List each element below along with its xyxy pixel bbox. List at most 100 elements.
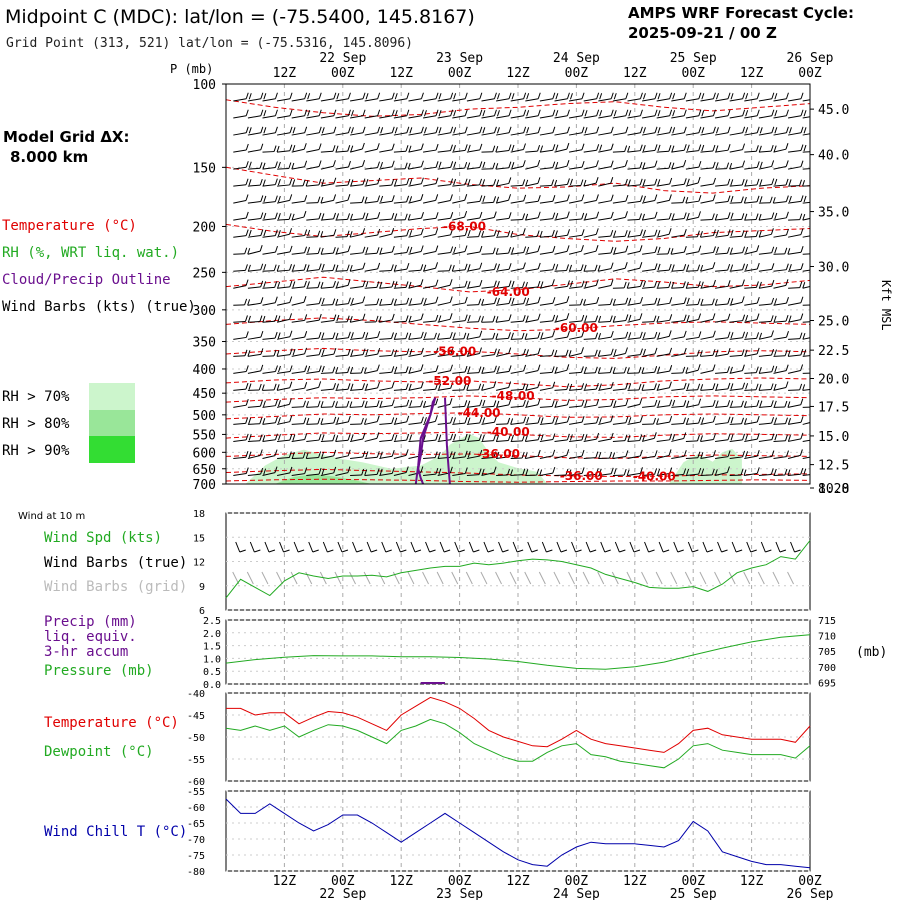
wind-barb-flag — [317, 417, 321, 425]
wind-barb-flag — [349, 316, 353, 323]
wind-barb — [773, 228, 789, 238]
wind-barb-shaft — [437, 166, 451, 170]
wind-barb-shaft — [758, 389, 772, 391]
wind-barb-flag — [625, 245, 629, 252]
wind-barb-shaft — [481, 132, 495, 136]
wind-barb-flag — [248, 434, 252, 441]
surface-wind-barb — [670, 541, 684, 585]
wind-barb-shaft — [393, 201, 407, 204]
wind-barb-flag — [654, 92, 658, 99]
top-hour-label: 00Z — [565, 66, 589, 81]
wind-barb — [495, 194, 512, 204]
wind-barb-shaft — [729, 149, 743, 153]
wind-barb — [671, 144, 690, 153]
wind-barb — [408, 381, 424, 391]
wind-barb-shaft — [583, 182, 597, 187]
wind-barb-flag — [347, 109, 351, 116]
wind-barb-flag — [479, 245, 483, 253]
wind-barb — [700, 213, 718, 221]
wind-barb-shaft — [510, 115, 524, 119]
wind-barb-shaft — [393, 150, 407, 153]
wind-barb — [423, 279, 439, 289]
wind-barb-shaft — [539, 355, 552, 357]
wind-barb — [320, 298, 339, 306]
wind-barb-flag — [759, 332, 763, 340]
wind-barb — [247, 348, 264, 357]
wind-barb — [452, 450, 471, 459]
wind-barb — [364, 364, 380, 374]
wind-barb — [510, 126, 530, 136]
wind-barb — [452, 365, 471, 374]
wind-barb-shaft — [379, 337, 392, 340]
wind-barb-flag — [320, 401, 324, 408]
wind-barb — [554, 229, 570, 238]
wind-barb-flag — [510, 418, 514, 425]
wind-barb — [744, 347, 760, 357]
wind-barb — [393, 281, 412, 289]
wind-barb-flag — [800, 228, 804, 235]
wind-barb-shaft — [758, 371, 772, 374]
wind-barb-flag — [332, 247, 336, 254]
wind-barb-shaft — [773, 165, 787, 170]
wind-barb — [612, 450, 629, 459]
wind-barb-flag — [420, 126, 424, 133]
precip-label: Precip (mm) — [44, 614, 137, 630]
wind-barb — [773, 84, 777, 85]
temperature-contour-label: -52.00 — [428, 374, 471, 388]
wind-barb-flag — [570, 280, 573, 288]
wind-barb — [568, 347, 584, 357]
wind-barb — [671, 212, 690, 221]
wind-barb-flag — [597, 76, 599, 82]
wind-barb — [364, 247, 383, 255]
wind-barb-shaft — [379, 166, 393, 170]
wind-barb — [233, 331, 249, 340]
wind-barb-flag — [698, 92, 702, 99]
wind-barb-flag — [595, 315, 599, 322]
wind-barb-shaft — [423, 132, 437, 136]
wind-barb — [539, 449, 556, 459]
wind-barb — [335, 213, 354, 221]
wind-barb — [802, 185, 810, 187]
wind-barb-flag — [774, 212, 778, 220]
wind-barb-shaft — [276, 318, 290, 323]
wind-barb-flag — [581, 280, 585, 287]
wind-barb-shaft — [583, 388, 597, 391]
wind-barb-shaft — [408, 234, 422, 238]
y-tick-label: -75 — [187, 851, 205, 862]
top-hour-label: 12Z — [389, 66, 413, 81]
wind-barb — [481, 92, 500, 102]
wind-barb-flag — [304, 331, 308, 338]
wind-barb-shaft — [758, 150, 772, 153]
wind-barb — [627, 92, 646, 102]
wind-barb-shaft — [496, 115, 510, 119]
wind-barb-flag — [492, 315, 496, 322]
wind-barb-flag — [406, 246, 410, 253]
wind-barb-shaft — [247, 473, 261, 476]
wind-barb — [364, 262, 381, 272]
wind-barb-flag — [701, 417, 705, 424]
wind-barb-shaft — [364, 387, 378, 391]
wind-barb-shaft — [322, 541, 328, 553]
wind-barb-shaft — [393, 286, 407, 289]
wind-barb — [496, 144, 515, 153]
wind-barb-shaft — [364, 421, 378, 425]
wind-barb — [525, 126, 541, 136]
wind-barb — [642, 246, 661, 255]
wind-barb — [364, 126, 384, 136]
wind-barb — [496, 450, 515, 459]
wind-barb-shaft — [802, 439, 810, 442]
wind-barb-flag — [493, 109, 497, 116]
wind-barb-flag — [730, 400, 734, 407]
pressure-tick-label: 150 — [193, 161, 216, 176]
wind-barb — [773, 364, 789, 374]
wind-barb — [350, 262, 366, 272]
wind-barb-flag — [420, 313, 424, 320]
wind-barb-flag — [566, 160, 570, 167]
wind-barb-shaft — [335, 455, 349, 459]
wind-barb-flag — [429, 549, 436, 553]
wind-barb-flag — [333, 212, 337, 220]
wind-barb-flag — [741, 417, 744, 424]
wind-barb — [539, 161, 559, 170]
wind-barb-shaft — [700, 455, 714, 459]
wind-barb-flag — [523, 194, 527, 202]
